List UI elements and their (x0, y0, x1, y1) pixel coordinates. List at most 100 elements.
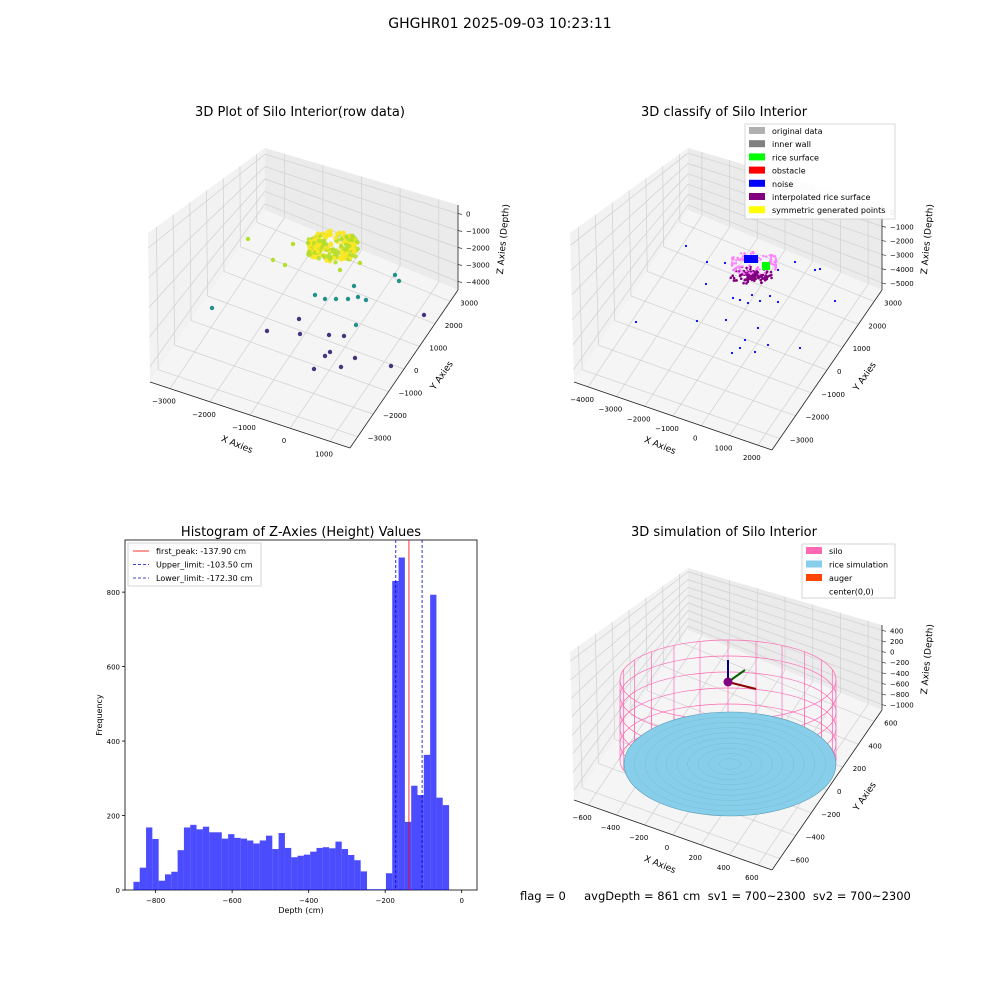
classify-point-symmetric (730, 261, 734, 264)
histogram-bar (316, 847, 323, 890)
raw-point (352, 355, 358, 361)
raw-point (312, 292, 318, 298)
simulation-plot-y-gridline (645, 597, 648, 691)
classify-plot-z-gridline (687, 204, 883, 284)
raw-point (312, 250, 317, 255)
classify-plot-y-gridline (582, 369, 780, 439)
raw-plot-y-axis-line (349, 289, 459, 449)
raw-point (316, 238, 322, 243)
raw-point (352, 242, 357, 248)
histogram-bar (360, 871, 367, 890)
classify-plot-z-axis-label: Z Axies (Depth) (920, 204, 936, 275)
classify-plot-z-tick-label: −1000 (890, 223, 914, 231)
raw-point (333, 235, 338, 241)
classify-plot-z-tick (881, 268, 887, 271)
classify-plot-y-gridline (614, 320, 812, 394)
histogram-bar (423, 754, 431, 890)
simulation-plot-z-gridline (572, 610, 689, 754)
simulation-plot-x-tick-label: 600 (745, 874, 758, 882)
classify-point-noise (738, 346, 742, 350)
histogram-bar (398, 557, 405, 890)
raw-point (311, 253, 316, 259)
raw-plot-y-tick-label: 1000 (429, 344, 447, 352)
raw-point (311, 366, 317, 372)
histogram-bar (329, 848, 336, 890)
histogram-bar (354, 860, 361, 890)
raw-point (322, 296, 328, 302)
classify-point-interpolated (746, 277, 750, 281)
simulation-plot-y-gridline (662, 585, 664, 667)
simulation-plot-axes-3d: −600 −400 −200 0 200 400 600 −600 −400 −200 0 200 40… (570, 525, 936, 882)
classify-point-symmetric (732, 258, 735, 261)
classify-point-symmetric (774, 266, 778, 269)
raw-plot-z-gridline (149, 203, 266, 368)
histogram-y-tick-label: 400 (107, 738, 120, 746)
simulation-plot-x-tick-label: −400 (601, 824, 620, 832)
raw-plot-z-gridline (264, 178, 459, 248)
simulation-plot-y-tick-label: 0 (837, 788, 841, 796)
histogram-bar (272, 849, 279, 890)
classify-point-interpolated (732, 276, 736, 280)
rice-surface-mesh (655, 727, 805, 801)
legend-label: symmetric generated points (772, 206, 885, 215)
rice-surface-mesh (666, 732, 794, 796)
histogram-bar (209, 832, 216, 890)
histogram-bar (215, 832, 222, 890)
simulation-plot-y-tick-label: −600 (790, 857, 809, 865)
status-footer: flag = 0 avgDepth = 861 cm sv1 = 700~230… (520, 889, 911, 903)
classify-point-noise (768, 294, 772, 298)
raw-point (338, 255, 343, 260)
raw-plot-x-tick-label: −1000 (232, 424, 256, 432)
classify-point-symmetric (758, 268, 761, 271)
rice-surface-mesh (676, 737, 784, 791)
classify-point-interpolated (729, 276, 733, 280)
simulation-plot-z-gridline (571, 587, 689, 699)
raw-plot-title: 3D Plot of Silo Interior(row data) (195, 105, 405, 120)
histogram-y-axis-label: Frequency (95, 694, 104, 736)
histogram-y-tick-label: 0 (116, 887, 120, 895)
histogram-bar (190, 824, 197, 890)
raw-point (341, 333, 347, 339)
classify-plot-z-tick-label: −4000 (890, 266, 914, 274)
simulation-plot-z-gridline (573, 625, 689, 791)
raw-plot-y-gridline (223, 271, 420, 347)
raw-plot-y-tick-label: −1000 (399, 390, 423, 398)
legend-label: Upper_limit: -103.50 cm (156, 561, 253, 570)
histogram-bar (240, 838, 248, 890)
raw-plot-y-tick-label: 2000 (445, 322, 463, 330)
legend-label: noise (772, 180, 793, 189)
histogram-bar (228, 834, 235, 890)
legend-label: first_peak: -137.90 cm (156, 547, 246, 556)
classify-point-symmetric (745, 270, 748, 273)
classify-point-noise (750, 293, 754, 297)
simulation-plot-z-gridline (687, 618, 883, 695)
raw-plot-y-tick-label: −3000 (368, 435, 392, 443)
classify-plot-y-gridline (578, 226, 583, 370)
simulation-plot-z-gridline (687, 571, 883, 631)
raw-point (327, 253, 332, 259)
simulation-plot-z-gridline (687, 625, 883, 706)
raw-plot-y-gridline (174, 344, 374, 415)
legend-frame (744, 123, 896, 220)
raw-point (296, 316, 302, 322)
raw-point (355, 240, 360, 245)
histogram-bar (404, 821, 412, 890)
histogram-x-tick-label: −400 (299, 897, 318, 905)
histogram-x-tick-label: 0 (459, 897, 463, 905)
raw-point (340, 250, 345, 255)
classify-point-noise (813, 268, 817, 272)
histogram-bar (183, 827, 191, 890)
classify-point-noise (766, 343, 770, 347)
rice-surface-mesh (698, 748, 762, 780)
classify-point-noise (704, 282, 708, 286)
classify-plot-y-gridline (645, 178, 648, 272)
raw-plot-z-axis-label: Z Axies (Depth) (496, 204, 512, 275)
classify-plot-x-tick-label: −1000 (655, 425, 679, 433)
classify-point-interpolated (760, 281, 763, 284)
classify-point-symmetric (769, 256, 773, 259)
simulation-plot-y-tick-label: 200 (853, 765, 866, 773)
classify-point-noise (753, 350, 757, 354)
raw-point (282, 262, 288, 268)
simulation-plot-y-axis-label: Y Axies (851, 780, 879, 813)
rice-surface-mesh (687, 743, 773, 785)
